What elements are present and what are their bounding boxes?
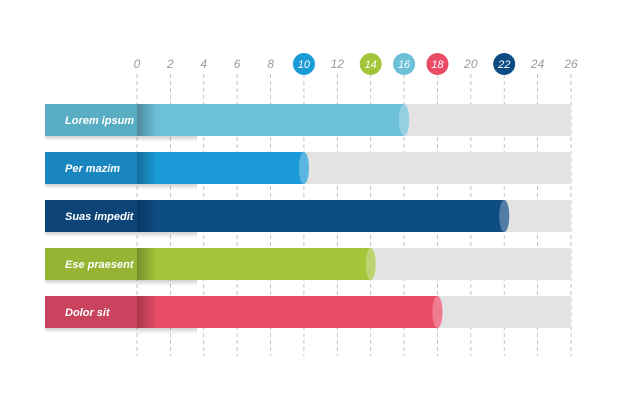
category-tab-shadow: [137, 200, 157, 232]
tick-label: 6: [234, 57, 241, 71]
tick-label: 12: [331, 57, 345, 71]
bar-cap: [399, 104, 410, 136]
category-tab-shadow: [137, 152, 157, 184]
bar-cap-highlight: [298, 152, 309, 184]
bar: [137, 200, 505, 232]
tick-badge: [359, 53, 382, 75]
bar-shadow: [137, 232, 197, 238]
tick-label: 24: [530, 57, 545, 71]
category-tab: [45, 296, 137, 328]
category-tab-drop: [45, 328, 137, 333]
category-tab-drop: [45, 232, 137, 237]
tick-label: 18: [431, 59, 444, 71]
bar: [137, 296, 438, 328]
bar-shadow: [137, 184, 197, 190]
category-label: Suas impedit: [65, 211, 135, 223]
x-axis-ticks: 0 2 4 6 8 10 12 14 16 18 20 22 24 26: [134, 53, 578, 75]
tick-badge: [292, 53, 315, 75]
tick-label: 2: [166, 57, 174, 71]
bar-shadow: [137, 136, 197, 142]
category-tab-shadow: [137, 296, 157, 328]
tick-label: 22: [497, 59, 510, 71]
category-label: Per mazim: [65, 163, 120, 175]
category-label: Ese praesent: [65, 259, 135, 271]
tick-badge: [426, 53, 449, 75]
tick-label: 16: [398, 59, 411, 71]
bar-shadow: [137, 280, 197, 286]
bar-cap-highlight: [399, 104, 410, 136]
tick-label: 10: [298, 59, 311, 71]
bar-shadow: [137, 328, 197, 334]
category-tab-drop: [45, 136, 137, 141]
category-tab-shadow: [137, 104, 157, 136]
tick-label: 14: [365, 59, 377, 71]
category-tab: [45, 200, 137, 232]
bar: [137, 152, 304, 184]
tick-label: 20: [463, 57, 478, 71]
category-label: Lorem ipsum: [65, 115, 134, 127]
category-tab: [45, 248, 137, 280]
category-tab-shadow: [137, 248, 157, 280]
category-tab: [45, 152, 137, 184]
category-labels: Lorem ipsum Per mazim Suas impedit Ese prae…: [45, 104, 157, 333]
bar: [137, 248, 371, 280]
tick-badge: [393, 53, 416, 75]
bar: [137, 104, 405, 136]
tick-label: 8: [267, 57, 274, 71]
category-label: Dolor sit: [65, 307, 111, 319]
bar-cap-highlight: [365, 248, 376, 280]
category-tab-drop: [45, 280, 137, 285]
bar-cap-highlight: [432, 296, 443, 328]
tick-badge: [493, 53, 516, 75]
category-tab-drop: [45, 184, 137, 189]
tick-label: 0: [134, 57, 141, 71]
bar-cap: [432, 296, 443, 328]
bar-cap: [298, 152, 309, 184]
bars: [137, 104, 510, 334]
tick-label: 4: [200, 57, 207, 71]
tick-label: 26: [563, 57, 578, 71]
bar-cap: [499, 200, 510, 232]
bar-cap-highlight: [499, 200, 510, 232]
category-tab: [45, 104, 137, 136]
bar-cap: [365, 248, 376, 280]
